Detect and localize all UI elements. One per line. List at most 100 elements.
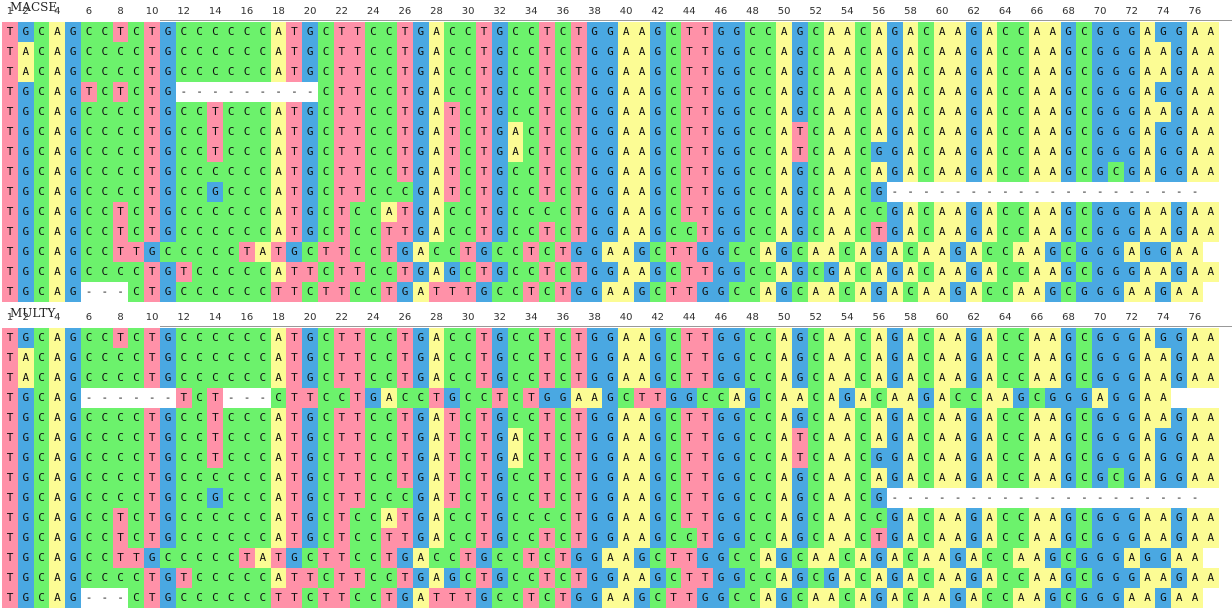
- alignment-cell: G: [570, 242, 587, 262]
- alignment-cell: C: [81, 508, 97, 528]
- alignment-cell: G: [586, 488, 603, 508]
- alignment-cell: A: [618, 548, 635, 568]
- alignment-cell: A: [602, 282, 619, 302]
- alignment-cell: G: [728, 42, 745, 62]
- alignment-cell: G: [728, 568, 745, 588]
- alignment-cell: T: [570, 142, 587, 162]
- alignment-cell: T: [286, 528, 303, 548]
- ruler-tick-label: 18: [272, 6, 285, 17]
- alignment-cell: A: [1187, 62, 1203, 82]
- ruler-tick-label: 12: [177, 312, 191, 323]
- alignment-cell: G: [728, 222, 745, 242]
- alignment-cell: C: [807, 222, 824, 242]
- alignment-cell: C: [175, 368, 192, 388]
- alignment-cell: C: [855, 22, 872, 42]
- alignment-cell: G: [792, 22, 808, 42]
- ruler-tick-label: 66: [1030, 6, 1044, 17]
- alignment-cell: C: [997, 508, 1014, 528]
- alignment-cell: T: [681, 488, 698, 508]
- alignment-cell: C: [381, 428, 398, 448]
- alignment-cell: A: [428, 202, 445, 222]
- alignment-cell: G: [1171, 528, 1188, 548]
- alignment-cell: T: [2, 182, 18, 202]
- alignment-cell: C: [381, 22, 398, 42]
- alignment-cell: C: [318, 122, 334, 142]
- alignment-cell: C: [997, 242, 1014, 262]
- alignment-cell: C: [365, 468, 382, 488]
- alignment-cell: C: [239, 588, 255, 608]
- alignment-cell: A: [1155, 408, 1172, 428]
- alignment-cell: C: [507, 22, 524, 42]
- alignment-cell: T: [207, 448, 224, 468]
- alignment-cell: C: [349, 242, 366, 262]
- alignment-cell: C: [460, 82, 477, 102]
- alignment-cell: C: [128, 262, 145, 282]
- alignment-cell: C: [381, 162, 398, 182]
- alignment-cell: T: [175, 388, 192, 408]
- alignment-cell: A: [839, 102, 856, 122]
- alignment-cell: G: [491, 22, 508, 42]
- alignment-cell: G: [160, 22, 176, 42]
- alignment-cell: T: [539, 22, 556, 42]
- alignment-cell: C: [792, 588, 808, 608]
- alignment-cell: C: [997, 22, 1014, 42]
- alignment-cell: T: [570, 222, 587, 242]
- position-ruler: MACSE 1 2 4 6 8 10 12 14 16 18 20 22 24 26 28 30 32 34 36 3…: [0, 0, 1232, 22]
- alignment-cell: A: [776, 428, 793, 448]
- alignment-cell: A: [618, 202, 635, 222]
- alignment-cell: C: [318, 468, 334, 488]
- alignment-cell: A: [950, 122, 966, 142]
- alignment-cell: T: [539, 262, 556, 282]
- alignment-cell: C: [444, 242, 461, 262]
- alignment-cell: T: [697, 262, 714, 282]
- alignment-cell: G: [444, 568, 461, 588]
- alignment-cell: T: [333, 328, 350, 348]
- alignment-cell: T: [476, 328, 492, 348]
- alignment-cell: T: [397, 528, 413, 548]
- alignment-cell: G: [586, 468, 603, 488]
- alignment-cell: C: [460, 368, 477, 388]
- ruler-tick-label: 20: [303, 6, 317, 17]
- alignment-cell: G: [1155, 142, 1172, 162]
- alignment-cell: G: [17, 388, 34, 408]
- alignment-cell: T: [681, 102, 698, 122]
- alignment-cell: C: [476, 388, 492, 408]
- alignment-cell: G: [602, 222, 619, 242]
- alignment-cell: G: [1076, 242, 1093, 262]
- alignment-cell: G: [17, 568, 34, 588]
- alignment-cell: C: [807, 262, 824, 282]
- alignment-cell: T: [2, 242, 18, 262]
- alignment-cell: A: [950, 328, 966, 348]
- alignment-cell: C: [997, 62, 1014, 82]
- alignment-cell: C: [365, 428, 382, 448]
- alignment-cell: A: [412, 548, 429, 568]
- alignment-cell: G: [65, 42, 82, 62]
- alignment-cell: A: [823, 368, 840, 388]
- alignment-cell: C: [665, 368, 682, 388]
- alignment-cell: T: [476, 408, 492, 428]
- alignment-cell: G: [586, 122, 603, 142]
- alignment-cell: T: [681, 162, 698, 182]
- alignment-cell: C: [223, 62, 240, 82]
- alignment-cell: A: [981, 122, 998, 142]
- alignment-cell: G: [17, 408, 34, 428]
- alignment-cell: C: [175, 548, 192, 568]
- alignment-cell: G: [665, 388, 682, 408]
- alignment-cell: C: [239, 42, 255, 62]
- alignment-cell: C: [1108, 162, 1124, 182]
- alignment-cell: C: [128, 368, 145, 388]
- alignment-cell: T: [381, 528, 398, 548]
- alignment-cell: A: [1044, 82, 1061, 102]
- alignment-cell: G: [1092, 468, 1109, 488]
- alignment-cell: G: [1155, 282, 1172, 302]
- ruler-tick-label: 72: [1125, 312, 1139, 323]
- alignment-cell: G: [160, 62, 176, 82]
- alignment-cell: T: [681, 202, 698, 222]
- alignment-cell: G: [1171, 142, 1188, 162]
- ruler-tick-label: 26: [398, 312, 412, 323]
- alignment-cell: C: [760, 62, 777, 82]
- alignment-cell: -: [981, 488, 998, 508]
- alignment-cell: G: [965, 222, 982, 242]
- alignment-cell: C: [950, 388, 966, 408]
- alignment-cell: A: [871, 428, 887, 448]
